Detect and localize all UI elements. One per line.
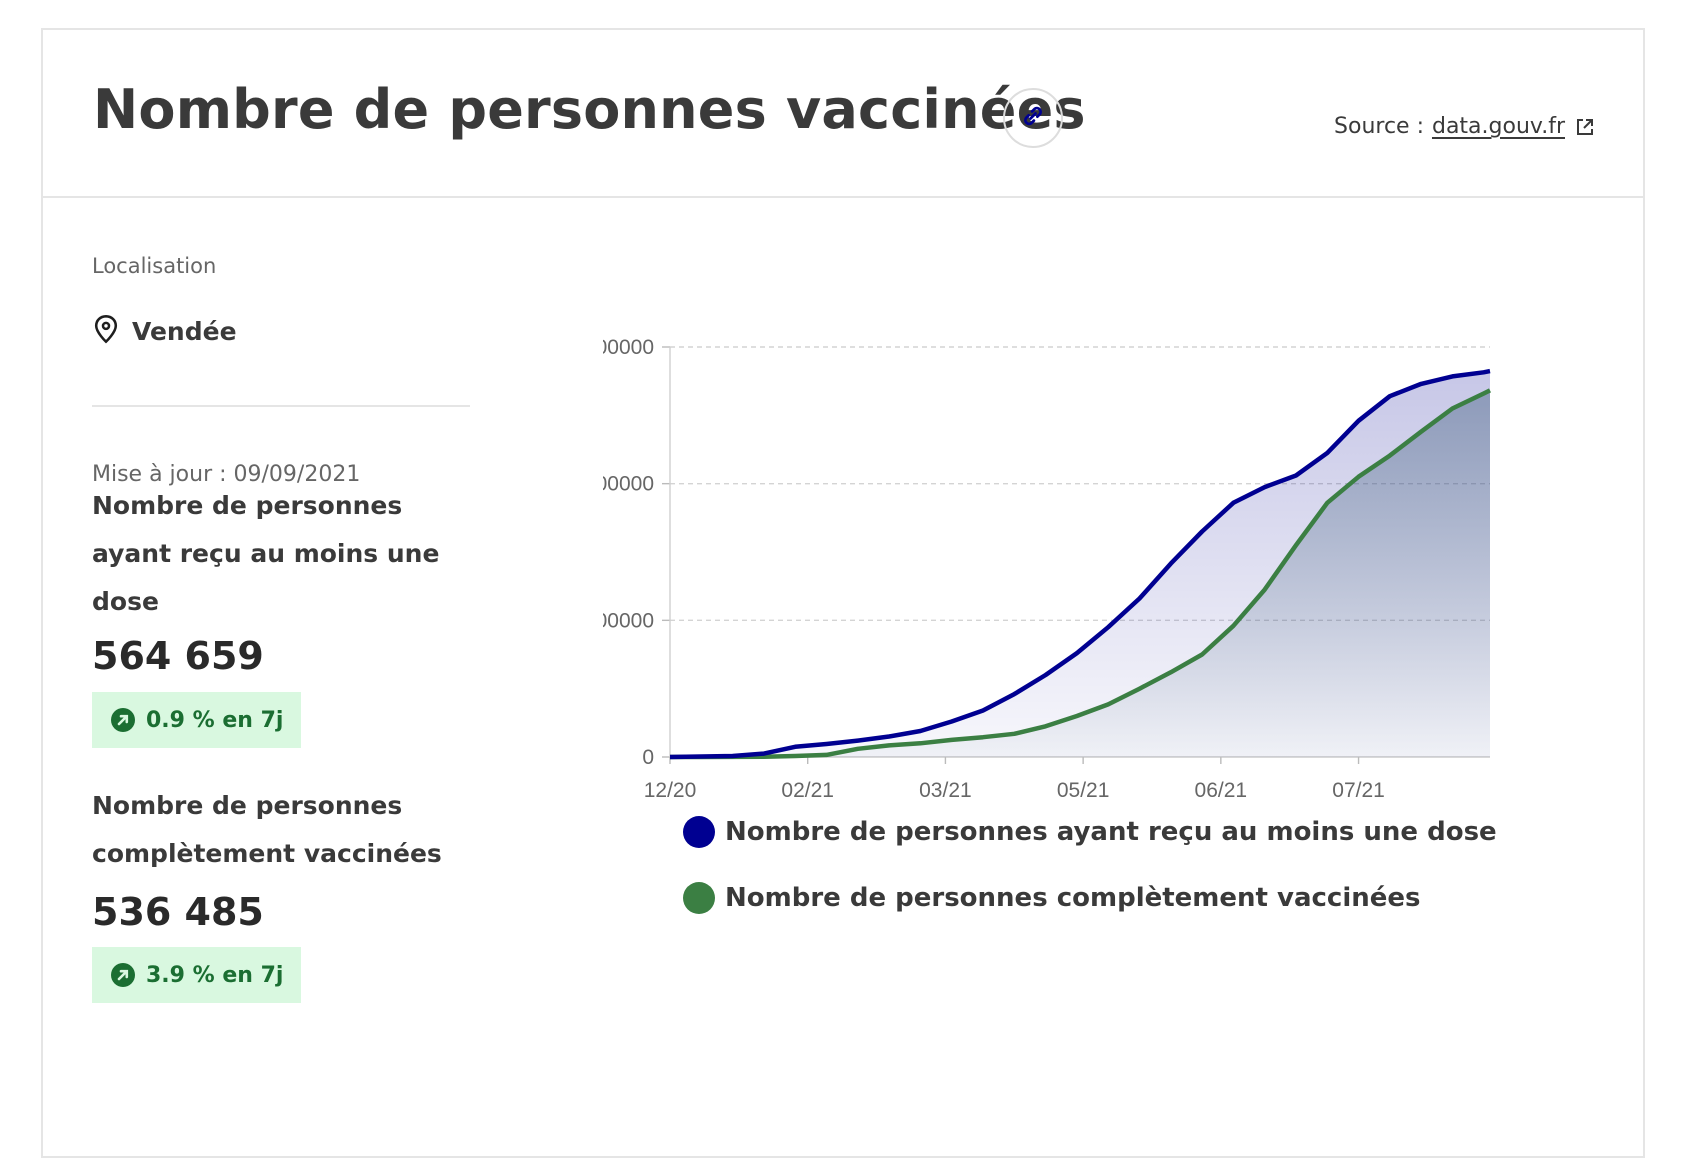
legend-item-fully-vaccinated[interactable]: Nombre de personnes complètement vacciné… xyxy=(683,882,1421,914)
map-pin-icon xyxy=(92,314,120,348)
x-tick-label: 02/21 xyxy=(781,779,834,802)
stat-value-first-dose: 564 659 xyxy=(92,634,264,678)
card-header: Nombre de personnes vaccinées Source : d… xyxy=(43,30,1643,198)
y-tick-label: 600000 xyxy=(603,336,654,359)
trend-badge-fully-vaccinated: 3.9 % en 7j xyxy=(92,947,302,1003)
legend-dot-first-dose xyxy=(683,816,715,848)
x-tick-label: 05/21 xyxy=(1057,779,1110,802)
location-name: Vendée xyxy=(132,316,237,346)
area-fully-vaccinated xyxy=(670,390,1490,757)
vaccination-chart: 0 200000 400000 600000 12/20 02/21 03/21 05/21 0… xyxy=(603,336,1491,802)
line-first-dose xyxy=(669,368,1491,760)
x-tick-label: 12/20 xyxy=(644,779,697,802)
trend-badge-text: 0.9 % en 7j xyxy=(146,707,284,733)
legend-label: Nombre de personnes ayant reçu au moins … xyxy=(725,817,1497,847)
legend-label: Nombre de personnes complètement vacciné… xyxy=(725,883,1421,913)
source-link[interactable]: data.gouv.fr xyxy=(1431,114,1565,139)
legend-dot-fully-vaccinated xyxy=(683,882,715,914)
trend-badge-text: 3.9 % en 7j xyxy=(146,962,284,988)
page-title: Nombre de personnes vaccinées xyxy=(93,78,1086,141)
x-tick-label: 03/21 xyxy=(919,779,972,802)
trend-badge-first-dose: 0.9 % en 7j xyxy=(92,692,302,748)
link-icon xyxy=(1018,101,1048,135)
external-link-icon xyxy=(1575,117,1595,137)
x-tick-label: 07/21 xyxy=(1332,779,1385,802)
stat-label-first-dose: Nombre de personnes ayant reçu au moins … xyxy=(92,491,440,616)
divider xyxy=(92,405,470,407)
source-label: Source : xyxy=(1334,114,1424,139)
source-info: Source : data.gouv.fr xyxy=(1334,114,1595,139)
stat-label-fully-vaccinated: Nombre de personnes complètement vacciné… xyxy=(92,791,442,868)
y-tick-label: 400000 xyxy=(603,473,654,496)
arrow-up-right-icon xyxy=(110,962,136,988)
y-tick-label: 0 xyxy=(642,746,654,769)
line-fully-vaccinated xyxy=(670,388,1491,760)
location-selector[interactable]: Vendée xyxy=(92,314,237,348)
update-date: Mise à jour : 09/09/2021 xyxy=(92,462,361,487)
stat-value-fully-vaccinated: 536 485 xyxy=(92,890,264,934)
x-tick-label: 06/21 xyxy=(1195,779,1248,802)
y-tick-label: 200000 xyxy=(603,609,654,632)
vaccination-card: Nombre de personnes vaccinées Source : d… xyxy=(41,28,1645,1158)
copy-link-button[interactable] xyxy=(1003,88,1063,148)
arrow-up-right-icon xyxy=(110,707,136,733)
legend-item-first-dose[interactable]: Nombre de personnes ayant reçu au moins … xyxy=(683,816,1497,848)
location-label: Localisation xyxy=(92,254,217,278)
